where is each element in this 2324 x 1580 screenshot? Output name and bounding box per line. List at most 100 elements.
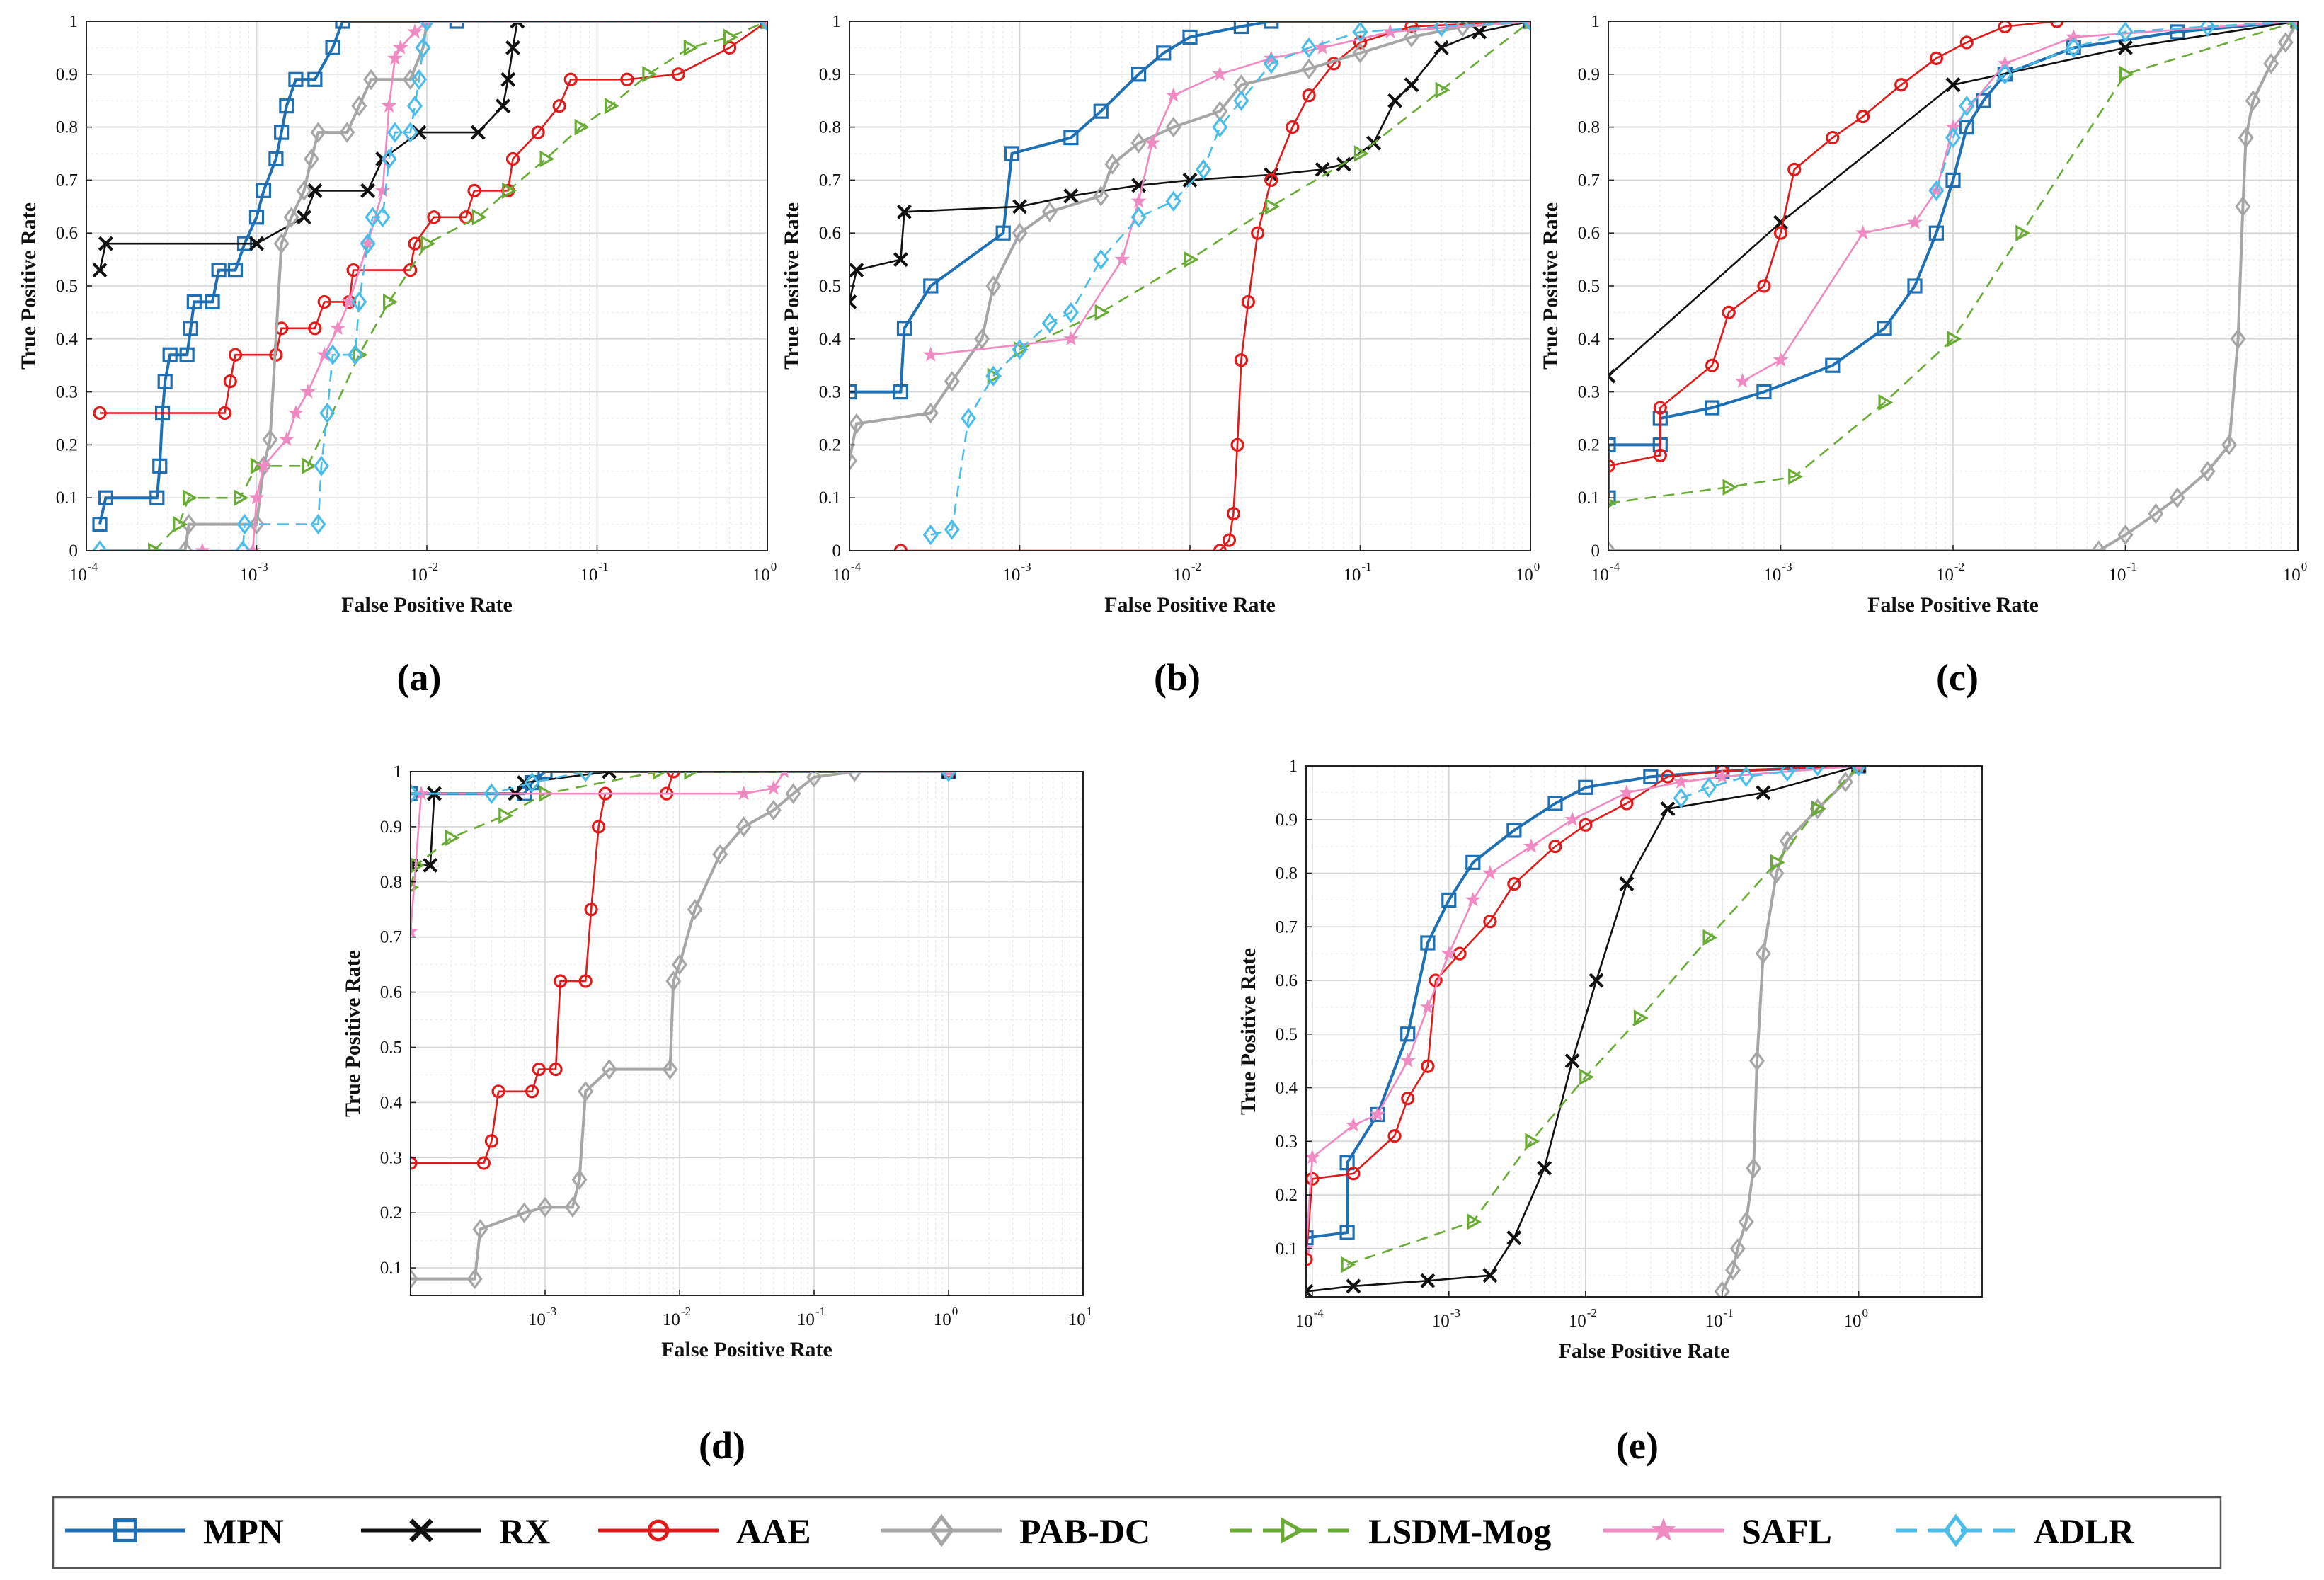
data-point-mpn (1945, 172, 1961, 188)
data-point-lsdm-mog (173, 515, 188, 533)
data-point-mpn (1877, 321, 1892, 336)
data-point-mpn (1976, 93, 1991, 108)
data-point-rx (1608, 368, 1616, 384)
data-point-lsdm-mog (183, 489, 198, 506)
data-point-adlr (1997, 64, 2013, 85)
data-point-rx (510, 21, 525, 29)
data-point-safl (411, 923, 418, 939)
data-point-safl (735, 785, 752, 801)
legend-marker-star-icon (1651, 1517, 1676, 1541)
y-tick-label: 1 (1591, 12, 1601, 31)
data-point-aae (532, 1063, 546, 1077)
data-point-aae (484, 1134, 498, 1148)
data-point-aae (1998, 21, 2012, 34)
data-point-pab-dc (985, 275, 1002, 297)
series-adlr (922, 21, 1530, 546)
data-point-pab-dc (578, 1081, 594, 1102)
data-point-aae (1705, 358, 1719, 372)
data-point-aae (1579, 818, 1593, 832)
data-point-rx (1387, 93, 1403, 108)
data-point-aae (1213, 544, 1227, 551)
data-point-mpn (1756, 384, 1772, 400)
data-point-mpn (268, 151, 284, 167)
panel-label: (c) (1936, 656, 1979, 699)
data-point-aae (1353, 35, 1368, 50)
data-point-pab-dc (411, 1268, 418, 1290)
data-point-lsdm-mog (1525, 1133, 1540, 1150)
y-tick-label: 0.9 (1276, 811, 1298, 830)
data-point-lsdm-mog (1184, 251, 1199, 268)
panel-label: (d) (699, 1424, 745, 1467)
data-point-safl (1315, 39, 1331, 55)
data-point-mpn (1420, 935, 1436, 951)
data-point-lsdm-mog (539, 150, 555, 168)
series-group (411, 772, 956, 1290)
data-point-safl (1212, 66, 1228, 81)
data-point-safl (392, 39, 408, 55)
y-tick-label: 0.5 (819, 277, 841, 296)
series-group (849, 21, 1530, 551)
data-point-aae (491, 1084, 505, 1099)
grid (849, 21, 1530, 551)
data-point-aae (476, 1156, 491, 1170)
data-point-pab-dc (262, 429, 278, 450)
data-point-aae (1826, 130, 1840, 145)
data-point-safl (1855, 224, 1871, 240)
data-point-mpn (183, 321, 198, 336)
data-point-safl (1714, 768, 1730, 784)
data-point-adlr (360, 233, 376, 254)
y-tick-label: 0.1 (56, 488, 78, 508)
data-point-pab-dc (1130, 132, 1147, 154)
data-point-rx (1306, 1283, 1314, 1297)
data-point-safl (1306, 1240, 1314, 1256)
data-point-aae (1404, 21, 1419, 34)
data-point-lsdm-mog (1811, 800, 1826, 818)
panel-c: 0 0.1 0.2 0.3 0.4 0.5 0.6 0.7 0.8 0.9 1 10-4 10-3 10-… (1539, 12, 2307, 699)
y-axis-title: True Positive Rate (1539, 202, 1562, 370)
data-point-aae (1608, 459, 1615, 473)
panel-e: 0.1 0.2 0.3 0.4 0.5 0.6 0.7 0.8 0.9 1 10-4 10-3 10-2… (1237, 757, 1983, 1467)
data-point-rx (500, 71, 516, 87)
data-point-adlr (2066, 37, 2082, 59)
y-axis-title: True Positive Rate (780, 202, 803, 370)
series-mpn (849, 21, 1530, 400)
data-point-adlr (1945, 127, 1961, 149)
data-point-aae (578, 974, 593, 988)
x-tick-label: 10-3 (239, 560, 268, 585)
x-axis-title: False Positive Rate (1867, 593, 2039, 617)
data-point-aae (1787, 162, 1802, 177)
y-tick-label: 0.7 (1578, 171, 1600, 190)
y-tick-label: 0.6 (380, 983, 402, 1002)
data-point-safl (779, 772, 789, 779)
legend-marker-triangle-right-icon (1281, 1517, 1305, 1544)
data-point-mpn (149, 490, 165, 505)
data-point-adlr (1850, 766, 1867, 777)
data-point-mpn (1506, 823, 1522, 838)
data-point-rx (1537, 1160, 1552, 1176)
y-tick-label: 0.4 (380, 1093, 403, 1112)
panel-d: 0.1 0.2 0.3 0.4 0.5 0.6 0.7 0.8 0.9 1 10-3 10-2 10-1… (341, 762, 1092, 1467)
data-point-aae (671, 67, 685, 81)
data-point-adlr (419, 21, 435, 32)
data-point-rx (496, 98, 511, 114)
data-point-aae (1401, 1092, 1415, 1106)
data-point-rx (1773, 214, 1788, 230)
data-point-safl (1734, 373, 1751, 388)
data-point-aae (403, 263, 418, 277)
data-point-pab-dc (2199, 461, 2216, 482)
data-point-pab-dc (466, 1268, 483, 1290)
data-point-mpn (1547, 796, 1563, 811)
data-point-aae (2050, 21, 2064, 28)
legend-entry-lsdm-mog: LSDM-Mog (1230, 1511, 1551, 1551)
y-tick-labels: 0 0.1 0.2 0.3 0.4 0.5 0.6 0.7 0.8 0.9 1 (1578, 12, 1614, 561)
data-point-mpn (1578, 779, 1593, 795)
data-point-pab-dc (1301, 58, 1317, 79)
data-point-rx (2118, 40, 2133, 55)
series-adlr (1673, 766, 1867, 809)
data-point-lsdm-mog (1467, 1213, 1482, 1230)
data-point-adlr (1012, 339, 1028, 360)
data-point-adlr (351, 291, 367, 313)
data-point-aae (666, 772, 680, 779)
data-point-lsdm-mog (1878, 394, 1894, 411)
data-point-safl (1441, 945, 1457, 961)
